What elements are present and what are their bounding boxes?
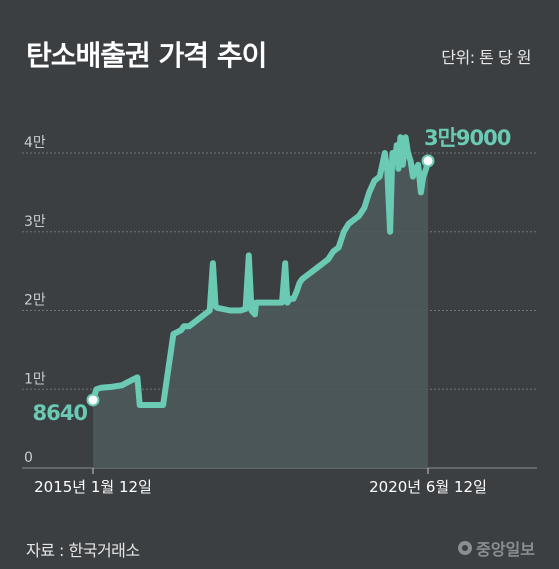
x-tick-label: 2015년 1월 12일 (34, 478, 152, 496)
annotation-dot (86, 393, 100, 407)
y-tick-label: 4만 (24, 135, 46, 151)
annotation-dot (421, 154, 435, 168)
price-line (90, 134, 431, 408)
y-tick-label: 3만 (24, 214, 46, 230)
axis-ticks: 0 1만 2만 3만 4만 2015년 1월 12일 2020년 6월 12일 (24, 135, 487, 496)
annotations: 8640 3만9000 (33, 126, 512, 425)
y-tick-label: 1만 (24, 371, 46, 387)
logo-text: 중앙일보 (476, 540, 535, 559)
y-tick-label: 0 (24, 450, 33, 466)
annotation-label: 3만9000 (424, 126, 511, 150)
source-note: 자료 : 한국거래소 (26, 541, 140, 560)
chart-title: 탄소배출권 가격 추이 (26, 39, 267, 72)
annotation-label: 8640 (33, 401, 88, 425)
y-tick-label: 2만 (24, 293, 46, 309)
price-chart: 0 1만 2만 3만 4만 2015년 1월 12일 2020년 6월 12일 8640 3만… (22, 126, 537, 496)
publisher-logo: 중앙일보 (458, 536, 535, 560)
logo-icon (458, 541, 473, 555)
unit-label: 단위: 톤 당 원 (441, 48, 531, 67)
x-tick-label: 2020년 6월 12일 (369, 478, 487, 496)
